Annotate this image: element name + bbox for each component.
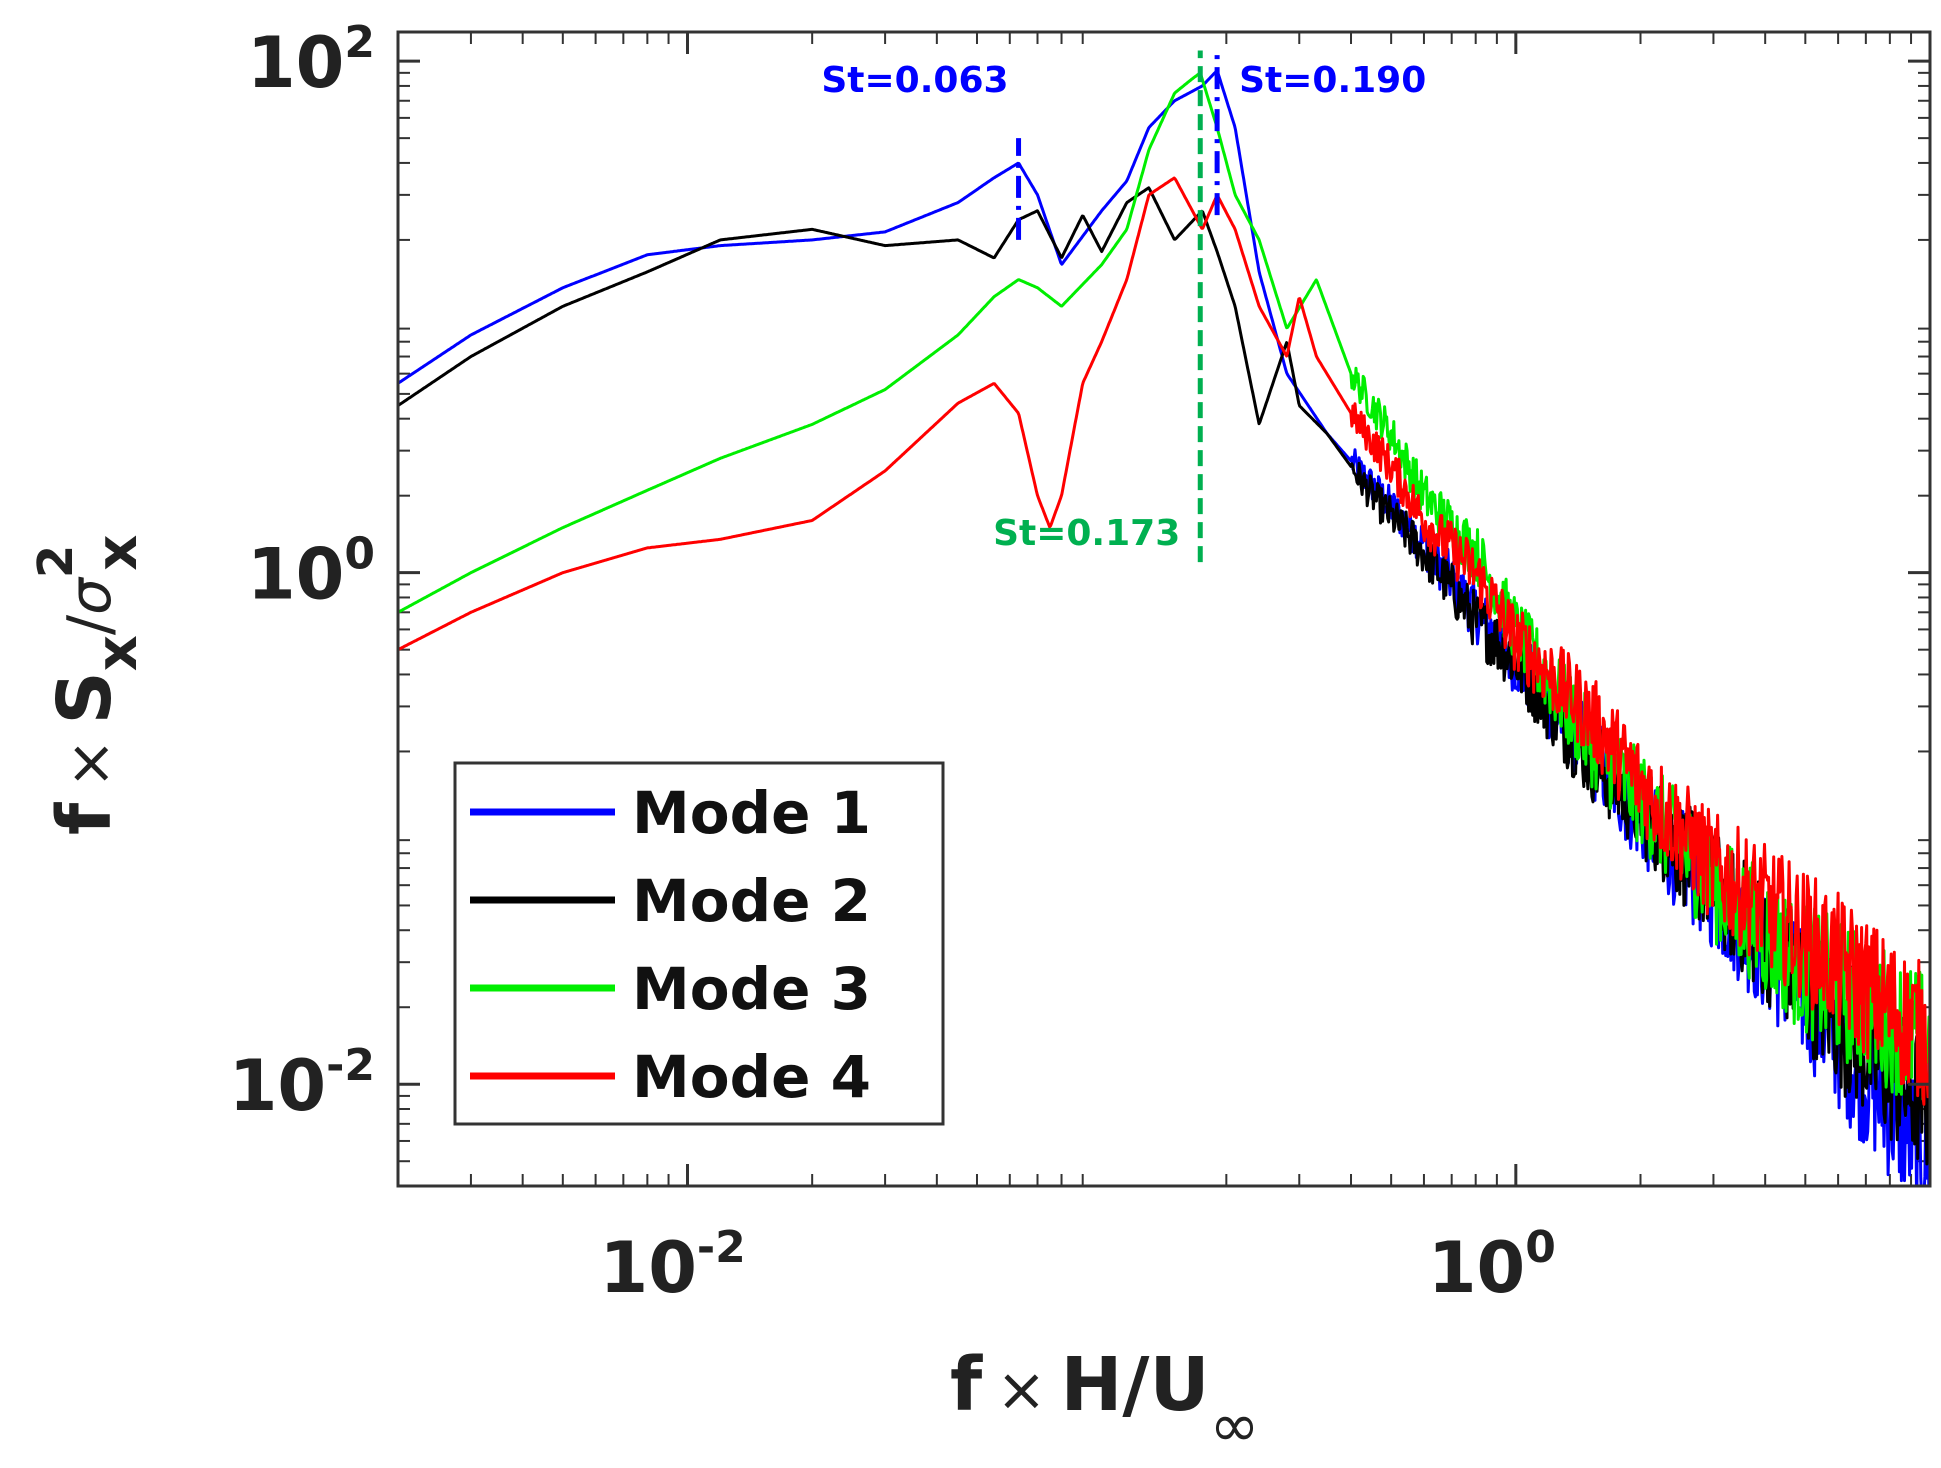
tick-labels: 10-2 100 10-2 100 102 [229, 17, 1556, 1309]
legend: Mode 1 Mode 2 Mode 3 Mode 4 [453, 761, 945, 1126]
x-tick-label: 10-2 [599, 1222, 745, 1309]
major-ticks [398, 32, 1930, 1186]
legend-box [453, 761, 945, 1126]
legend-label-mode-4: Mode 4 [632, 1043, 871, 1111]
series-layer [398, 68, 1930, 1186]
y-axis-title-sigma: σ [56, 576, 124, 615]
annotation-label-st-0-063: St=0.063 [821, 60, 1008, 101]
x-axis-title-times: × [996, 1355, 1046, 1425]
x-axis-title: f × H/U∞ [950, 1342, 1260, 1461]
series-line-mode-4 [398, 176, 1930, 1106]
y-tick-label: 102 [247, 17, 375, 104]
svg-text:f×Sx/σ2x: f×Sx/σ2x [28, 535, 150, 835]
legend-label-mode-1: Mode 1 [632, 779, 871, 847]
x-tick-label: 100 [1428, 1222, 1556, 1309]
legend-label-mode-3: Mode 3 [632, 955, 871, 1023]
y-axis-title-sigma-sup: 2 [28, 545, 84, 578]
legend-items: Mode 1 Mode 2 Mode 3 Mode 4 [470, 779, 871, 1111]
y-tick-label: 10-2 [229, 1040, 375, 1127]
y-axis-title-s: S [42, 671, 128, 724]
x-axis-title-f: f [950, 1342, 983, 1428]
y-axis-title-sigma-sub: x [85, 535, 150, 571]
legend-label-mode-2: Mode 2 [632, 867, 871, 935]
annotation-lines [1016, 50, 1220, 563]
y-axis-title: f×Sx/σ2x [28, 535, 150, 835]
x-axis-title-ratio: H/U [1060, 1342, 1209, 1428]
series-line-mode-1 [398, 68, 1930, 1186]
plot-frame [396, 30, 1932, 1188]
annotation-label-st-0-190: St=0.190 [1239, 60, 1426, 101]
y-tick-label: 100 [247, 529, 375, 616]
y-axis-title-f: f [42, 802, 128, 835]
x-axis-title-sub: ∞ [1210, 1391, 1260, 1461]
annotation-label-st-0-173: St=0.173 [993, 513, 1180, 554]
y-axis-title-slash: / [55, 614, 125, 635]
y-axis-title-times: × [55, 739, 125, 789]
annotation-labels: St=0.063 St=0.190 St=0.173 [821, 60, 1426, 554]
y-axis-title-s-sub: x [85, 635, 150, 671]
